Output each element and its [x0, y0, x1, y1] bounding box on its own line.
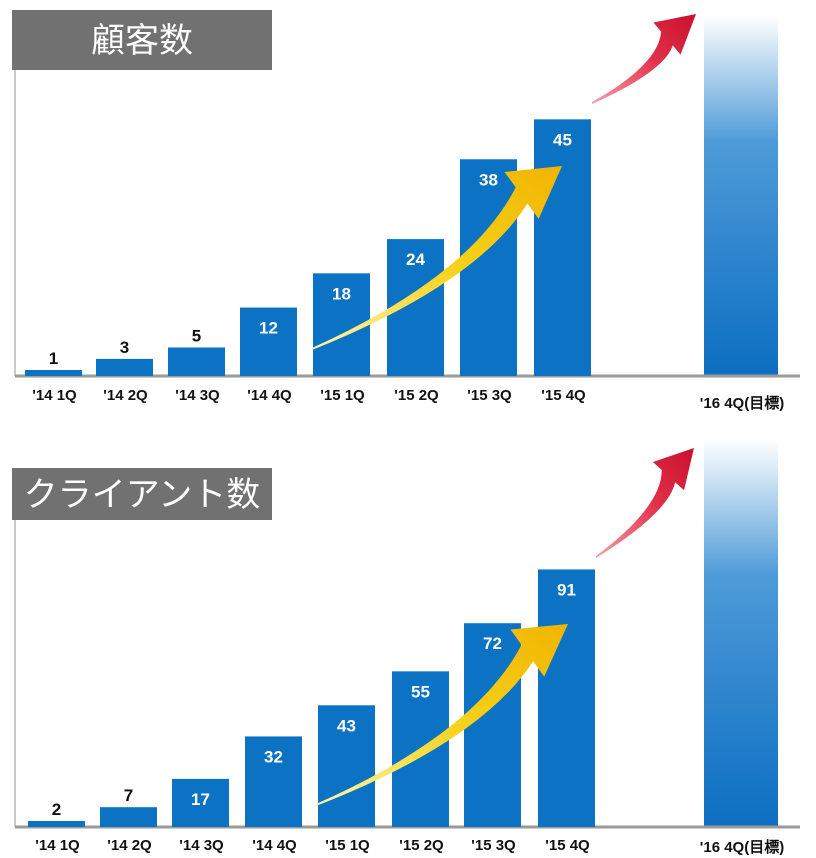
target-bar — [704, 440, 778, 827]
chart-title-box — [12, 468, 272, 520]
x-tick-label: '15 3Q — [467, 387, 512, 404]
bar--14-3Q — [168, 347, 225, 376]
chart-title: クライアント数 — [24, 475, 261, 515]
x-tick-label: '14 2Q — [103, 387, 148, 404]
bar--15-4Q — [534, 119, 591, 376]
data-label: 17 — [191, 790, 210, 809]
bar--14-1Q — [28, 821, 85, 827]
yellow-growth-arrow-icon — [316, 624, 568, 806]
data-label: 18 — [332, 284, 351, 303]
bar--14-4Q — [245, 736, 302, 827]
x-tick-label: '14 1Q — [32, 387, 77, 404]
bar--14-1Q — [25, 370, 82, 376]
data-label: 43 — [337, 716, 356, 735]
data-label: 91 — [557, 580, 576, 599]
x-tick-label: '15 4Q — [545, 837, 590, 854]
x-tick-label: '14 4Q — [247, 387, 292, 404]
data-label: 72 — [483, 634, 502, 653]
data-label: 12 — [259, 319, 278, 338]
red-target-arrow-icon — [596, 448, 694, 558]
chart-title-box — [12, 10, 272, 70]
data-label: 2 — [52, 800, 61, 819]
chart-panel-1: 顧客数 1 '14 1Q 3 '14 2Q 5 '14 3Q 12 '14 4Q 18 '15 1Q… — [12, 10, 800, 412]
red-target-arrow-icon — [592, 14, 696, 104]
bar--14-4Q — [240, 307, 297, 376]
chart-panel-2: クライアント数 2 '14 1Q 7 '14 2Q 17 '14 3Q 32 '14 4Q 43 '… — [12, 440, 800, 856]
x-tick-label: '15 2Q — [399, 837, 444, 854]
data-label: 24 — [406, 250, 425, 269]
data-label: 1 — [49, 349, 58, 368]
bar--14-3Q — [172, 778, 229, 827]
x-tick-label: '15 1Q — [325, 837, 370, 854]
data-label: 3 — [120, 338, 129, 357]
x-tick-label: '14 3Q — [175, 387, 220, 404]
data-label: 32 — [264, 747, 283, 766]
bar--14-2Q — [100, 807, 157, 827]
x-tick-label: '15 2Q — [394, 387, 439, 404]
data-label: 45 — [553, 130, 572, 149]
yellow-growth-arrow-icon — [312, 166, 562, 350]
bar--15-4Q — [538, 569, 595, 827]
data-label: 38 — [479, 170, 498, 189]
bar--14-2Q — [96, 358, 153, 376]
target-label: '16 4Q(目標) — [700, 838, 784, 856]
x-tick-label: '15 1Q — [320, 387, 365, 404]
chart-title: 顧客数 — [91, 21, 193, 61]
x-tick-label: '14 3Q — [179, 837, 224, 854]
x-tick-label: '14 4Q — [252, 837, 297, 854]
target-label: '16 4Q(目標) — [700, 394, 784, 412]
data-label: 5 — [192, 326, 201, 345]
x-tick-label: '15 4Q — [541, 387, 586, 404]
target-bar — [704, 16, 778, 376]
data-label: 55 — [411, 682, 430, 701]
x-tick-label: '14 2Q — [107, 837, 152, 854]
bar--15-3Q — [464, 623, 521, 827]
bar--15-1Q — [318, 705, 375, 827]
data-label: 7 — [124, 786, 133, 805]
x-tick-label: '15 3Q — [471, 837, 516, 854]
bar--15-3Q — [460, 159, 517, 376]
x-tick-label: '14 1Q — [35, 837, 80, 854]
